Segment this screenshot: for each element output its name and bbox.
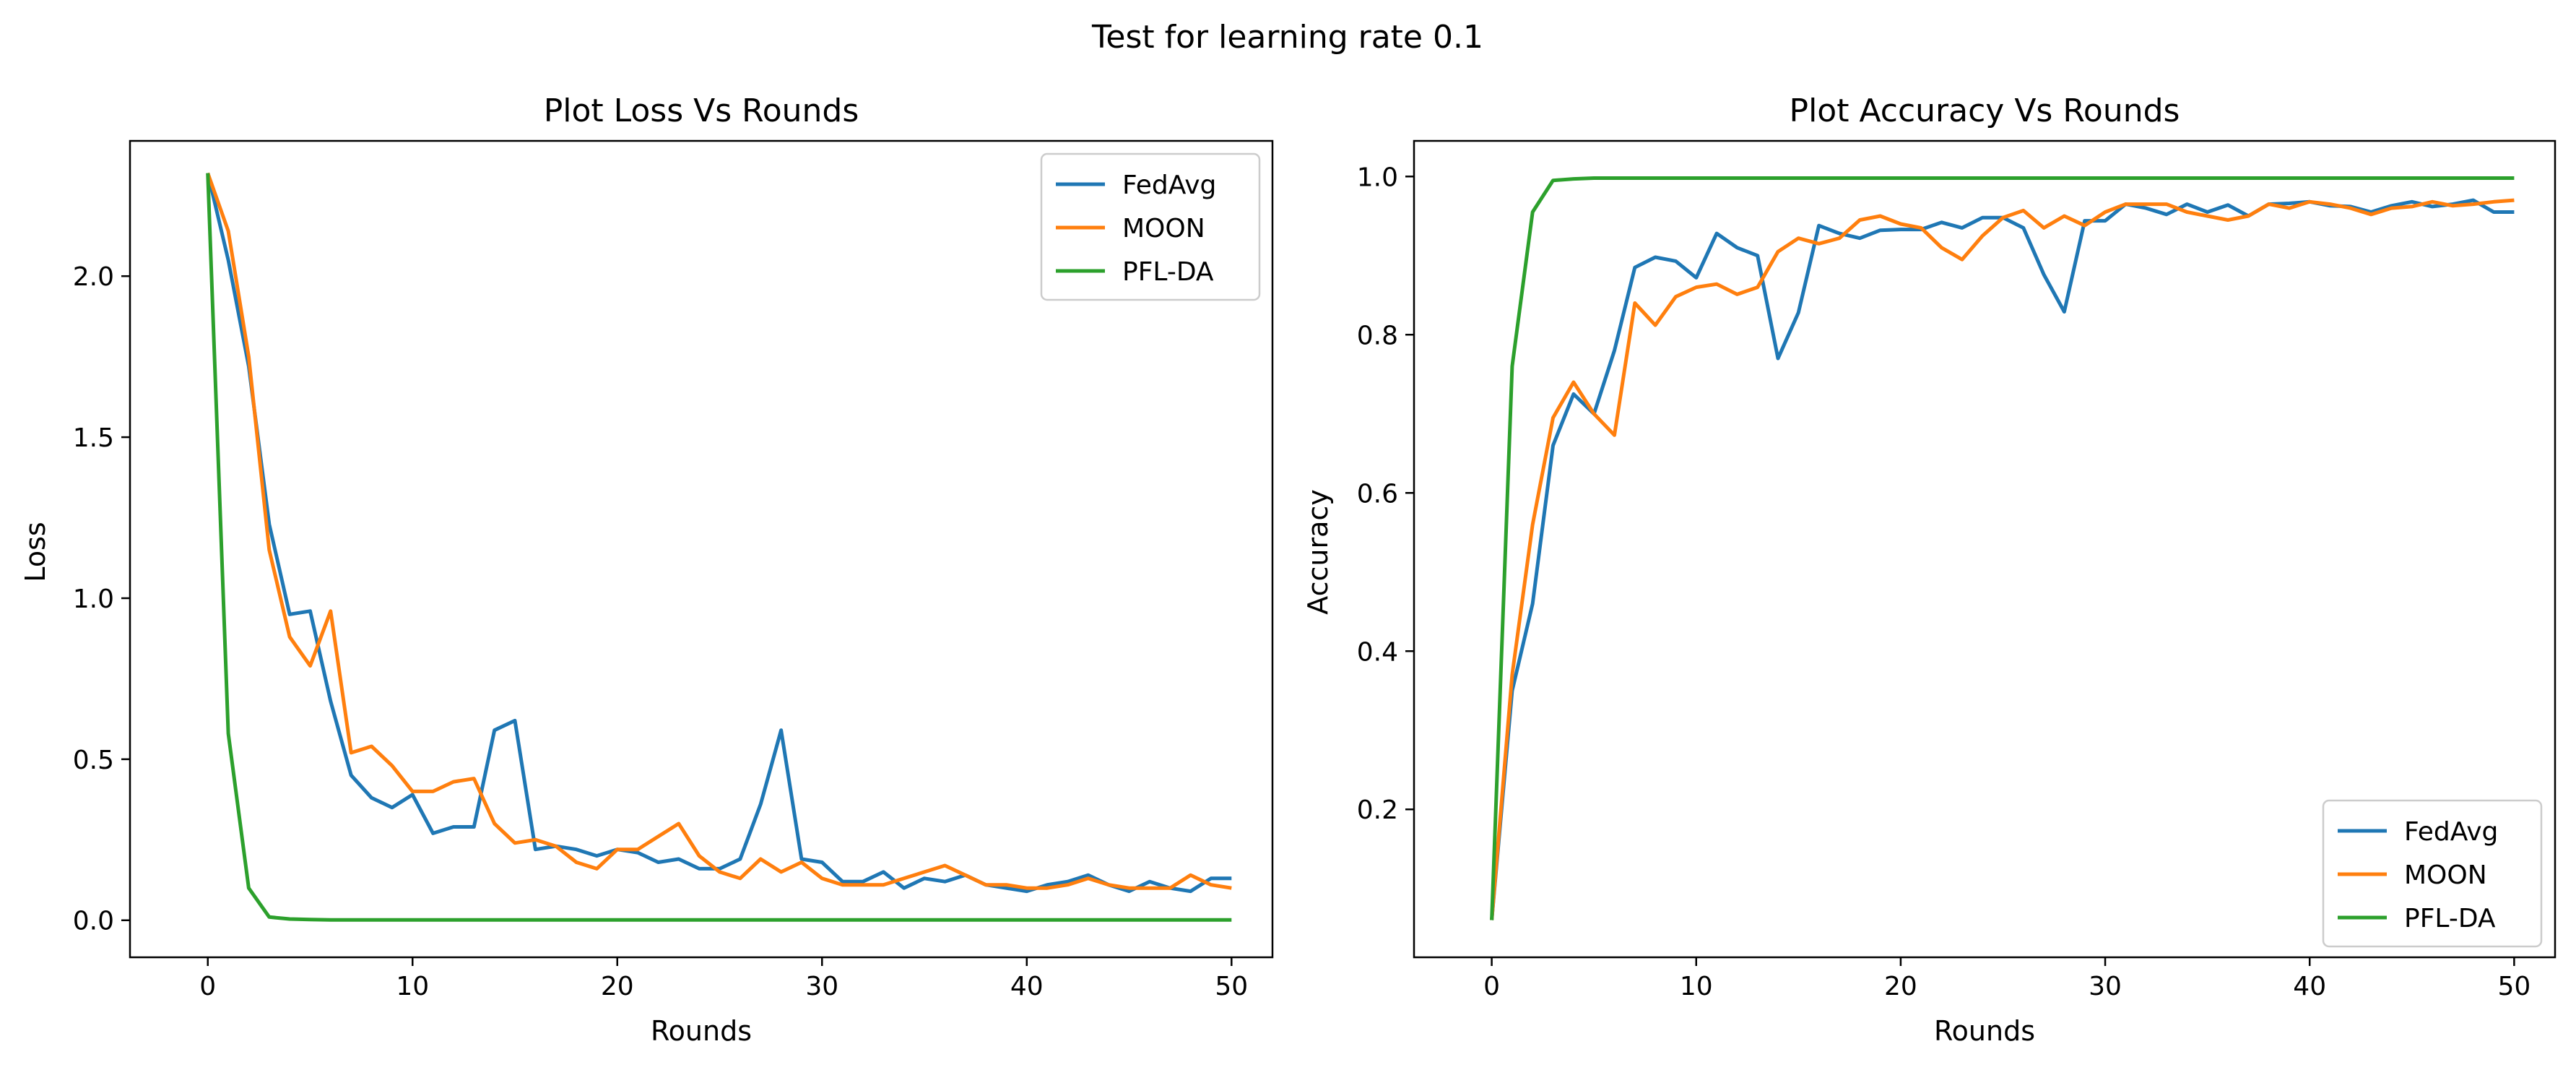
accuracy-chart-xlabel: Rounds xyxy=(1934,1015,2035,1047)
loss-xtick-label: 0 xyxy=(199,972,216,1001)
accuracy-ytick-label: 0.8 xyxy=(1357,321,1398,350)
accuracy-xtick-label: 50 xyxy=(2497,972,2531,1001)
accuracy-ytick-label: 1.0 xyxy=(1357,163,1398,192)
loss-chart-xlabel: Rounds xyxy=(651,1015,752,1047)
loss-xtick-label: 50 xyxy=(1215,972,1248,1001)
accuracy-chart-title: Plot Accuracy Vs Rounds xyxy=(1790,92,2180,129)
loss-ytick-label: 1.5 xyxy=(73,423,114,453)
accuracy-ytick-label: 0.2 xyxy=(1357,795,1398,825)
loss-ytick-label: 0.0 xyxy=(73,907,114,936)
loss-legend-label-pfl-da: PFL-DA xyxy=(1122,257,1214,287)
loss-legend-label-moon: MOON xyxy=(1122,214,1205,243)
accuracy-xtick-label: 30 xyxy=(2089,972,2122,1001)
accuracy-xtick-label: 20 xyxy=(1884,972,1917,1001)
loss-legend: FedAvg MOON PFL-DA xyxy=(1040,152,1261,301)
loss-ytick-label: 1.0 xyxy=(73,584,114,614)
loss-xtick-label: 30 xyxy=(805,972,838,1001)
accuracy-xtick-label: 10 xyxy=(1680,972,1713,1001)
loss-chart-title: Plot Loss Vs Rounds xyxy=(544,92,859,129)
accuracy-series-pfl-da-line xyxy=(1490,176,2515,920)
loss-xtick-label: 10 xyxy=(396,972,429,1001)
accuracy-legend-label-pfl-da: PFL-DA xyxy=(2404,904,2496,933)
accuracy-legend-label-fedavg: FedAvg xyxy=(2404,817,2498,847)
loss-legend-box xyxy=(1040,152,1261,301)
accuracy-series-moon-line xyxy=(1490,198,2515,920)
accuracy-chart-ylabel: Accuracy xyxy=(1302,489,1334,615)
loss-chart: Plot Loss Vs Rounds 0 10 20 30 40 50 0.0 0.5 1.0… xyxy=(19,92,1274,1047)
loss-series-moon-line xyxy=(206,172,1232,890)
loss-series-pfl-da-line xyxy=(206,173,1232,922)
accuracy-xtick-label: 0 xyxy=(1483,972,1500,1001)
accuracy-legend-label-moon: MOON xyxy=(2404,860,2487,890)
accuracy-chart: Plot Accuracy Vs Rounds 0 10 20 30 40 50 0.2 0.… xyxy=(1302,92,2557,1047)
accuracy-ytick-label: 0.4 xyxy=(1357,637,1398,667)
accuracy-xtick-label: 40 xyxy=(2293,972,2326,1001)
accuracy-axes-frame xyxy=(1413,139,2557,959)
accuracy-chart-plot: 0 10 20 30 40 50 0.2 0.4 0.6 0.8 1.0 FedAvg MOON PFL-… xyxy=(1357,139,2557,1001)
loss-xtick-label: 40 xyxy=(1010,972,1044,1001)
figure-title: Test for learning rate 0.1 xyxy=(1091,19,1483,56)
accuracy-legend: FedAvg MOON PFL-DA xyxy=(2322,799,2543,948)
accuracy-ytick-label: 0.6 xyxy=(1357,479,1398,509)
loss-chart-plot: 0 10 20 30 40 50 0.0 0.5 1.0 1.5 2.0 FedAvg MOON PFL-… xyxy=(73,139,1274,1001)
loss-ytick-label: 2.0 xyxy=(73,262,114,292)
accuracy-legend-box xyxy=(2322,799,2543,948)
loss-series-fedavg-line xyxy=(206,173,1232,894)
loss-chart-ylabel: Loss xyxy=(19,522,51,582)
loss-axes-frame xyxy=(129,139,1274,959)
loss-legend-label-fedavg: FedAvg xyxy=(1122,171,1216,200)
loss-xtick-label: 20 xyxy=(601,972,634,1001)
loss-ytick-label: 0.5 xyxy=(73,746,114,775)
